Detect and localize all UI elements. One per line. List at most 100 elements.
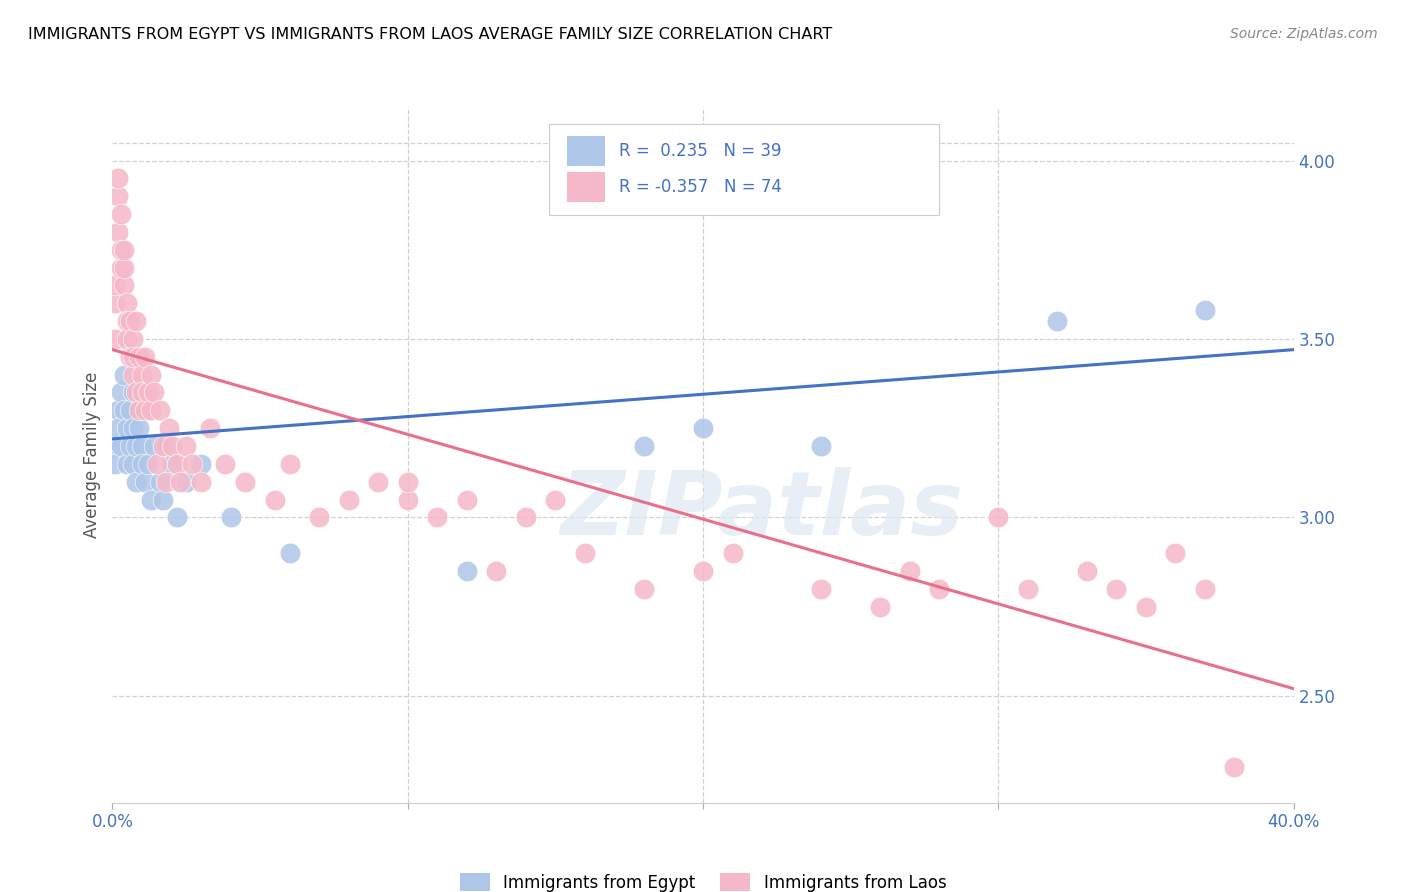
Point bbox=[131, 368, 153, 382]
Point bbox=[131, 439, 153, 453]
Point bbox=[122, 332, 145, 346]
Point bbox=[122, 457, 145, 471]
Point bbox=[898, 564, 921, 578]
Point bbox=[810, 439, 832, 453]
Point bbox=[181, 457, 204, 471]
Point bbox=[214, 457, 236, 471]
Point bbox=[128, 421, 150, 435]
Point bbox=[134, 403, 156, 417]
Point bbox=[1164, 546, 1187, 560]
Point bbox=[174, 475, 197, 489]
Point bbox=[134, 350, 156, 364]
Point bbox=[692, 421, 714, 435]
Point bbox=[810, 582, 832, 596]
Point bbox=[104, 332, 127, 346]
Point bbox=[120, 403, 142, 417]
Point bbox=[278, 546, 301, 560]
Point bbox=[110, 260, 132, 275]
Point bbox=[107, 189, 129, 203]
Point bbox=[120, 314, 142, 328]
Point bbox=[157, 421, 180, 435]
Point bbox=[117, 332, 138, 346]
Point bbox=[198, 421, 221, 435]
Point bbox=[139, 368, 162, 382]
Point bbox=[485, 564, 508, 578]
Bar bbox=[567, 172, 605, 202]
Point bbox=[112, 368, 135, 382]
Point bbox=[107, 225, 129, 239]
Point bbox=[515, 510, 537, 524]
Point bbox=[456, 564, 478, 578]
FancyBboxPatch shape bbox=[550, 124, 939, 215]
Point bbox=[152, 439, 174, 453]
Point bbox=[122, 385, 145, 400]
Point bbox=[112, 243, 135, 257]
Point bbox=[456, 492, 478, 507]
Point bbox=[104, 439, 127, 453]
Point bbox=[104, 296, 127, 310]
Point bbox=[122, 368, 145, 382]
Point bbox=[136, 385, 159, 400]
Point bbox=[544, 492, 567, 507]
Point bbox=[692, 564, 714, 578]
Y-axis label: Average Family Size: Average Family Size bbox=[83, 372, 101, 538]
Text: R = -0.357   N = 74: R = -0.357 N = 74 bbox=[619, 178, 782, 196]
Point bbox=[149, 403, 172, 417]
Point bbox=[219, 510, 242, 524]
Point bbox=[125, 475, 148, 489]
Point bbox=[149, 475, 172, 489]
Point bbox=[1194, 303, 1216, 318]
Text: R =  0.235   N = 39: R = 0.235 N = 39 bbox=[619, 142, 782, 160]
Point bbox=[1017, 582, 1039, 596]
Point bbox=[142, 385, 165, 400]
Point bbox=[169, 475, 191, 489]
Point bbox=[104, 278, 127, 293]
Point bbox=[396, 492, 419, 507]
Point bbox=[112, 403, 135, 417]
Point bbox=[1105, 582, 1128, 596]
Point bbox=[160, 457, 183, 471]
Point bbox=[107, 421, 129, 435]
Point bbox=[190, 475, 212, 489]
Point bbox=[117, 296, 138, 310]
Point bbox=[131, 385, 153, 400]
Point bbox=[337, 492, 360, 507]
Point bbox=[190, 457, 212, 471]
Point bbox=[1135, 599, 1157, 614]
Point bbox=[166, 457, 188, 471]
Legend: Immigrants from Egypt, Immigrants from Laos: Immigrants from Egypt, Immigrants from L… bbox=[460, 873, 946, 892]
Point bbox=[987, 510, 1010, 524]
Point bbox=[160, 439, 183, 453]
Point bbox=[110, 207, 132, 221]
Point bbox=[128, 350, 150, 364]
Text: Source: ZipAtlas.com: Source: ZipAtlas.com bbox=[1230, 27, 1378, 41]
Point bbox=[139, 492, 162, 507]
Point bbox=[278, 457, 301, 471]
Point bbox=[166, 510, 188, 524]
Point bbox=[125, 385, 148, 400]
Point bbox=[155, 475, 177, 489]
Point bbox=[1046, 314, 1069, 328]
Point bbox=[574, 546, 596, 560]
Text: IMMIGRANTS FROM EGYPT VS IMMIGRANTS FROM LAOS AVERAGE FAMILY SIZE CORRELATION CH: IMMIGRANTS FROM EGYPT VS IMMIGRANTS FROM… bbox=[28, 27, 832, 42]
Point bbox=[367, 475, 389, 489]
Point bbox=[110, 243, 132, 257]
Point bbox=[122, 421, 145, 435]
Point bbox=[112, 278, 135, 293]
Point bbox=[134, 475, 156, 489]
Point bbox=[139, 403, 162, 417]
Point bbox=[110, 439, 132, 453]
Point bbox=[136, 457, 159, 471]
Text: ZIPatlas: ZIPatlas bbox=[561, 467, 963, 554]
Point bbox=[120, 350, 142, 364]
Point bbox=[396, 475, 419, 489]
Point bbox=[233, 475, 256, 489]
Point bbox=[131, 457, 153, 471]
Point bbox=[869, 599, 891, 614]
Point bbox=[174, 439, 197, 453]
Point bbox=[125, 439, 148, 453]
Point bbox=[104, 457, 127, 471]
Point bbox=[120, 439, 142, 453]
Point bbox=[125, 314, 148, 328]
Point bbox=[1223, 760, 1246, 774]
